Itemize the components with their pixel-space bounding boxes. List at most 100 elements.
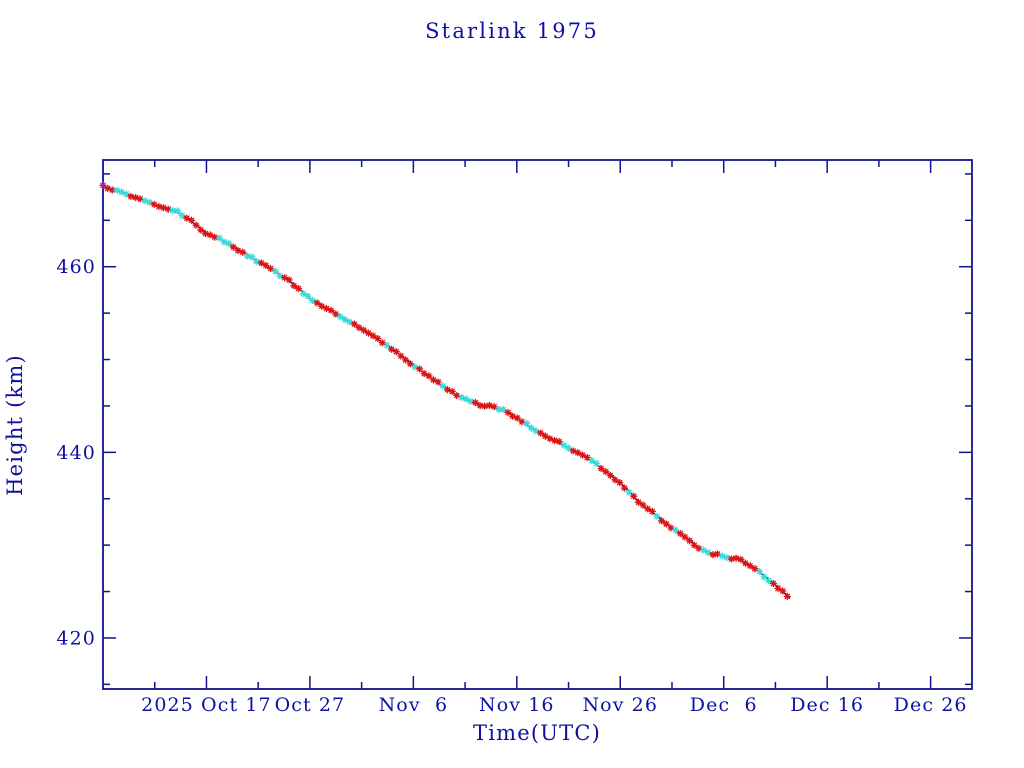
data-marker (425, 372, 433, 380)
x-tick-label: Dec 16 (790, 694, 864, 716)
data-marker (713, 550, 722, 558)
data-marker (169, 206, 177, 215)
data-marker (262, 261, 270, 270)
data-marker (346, 318, 354, 326)
data-marker (364, 329, 373, 337)
data-marker (127, 192, 135, 201)
data-marker (709, 551, 717, 559)
data-marker (271, 267, 279, 275)
data-marker (597, 464, 605, 473)
data-marker (606, 471, 615, 480)
y-tick-label: 460 (56, 256, 96, 278)
data-marker (252, 257, 261, 266)
data-marker (411, 363, 419, 371)
data-marker (304, 292, 312, 300)
data-marker (453, 391, 461, 400)
y-tick-label: 440 (56, 442, 96, 464)
data-marker (257, 259, 265, 267)
chart-title: Starlink 1975 (425, 19, 599, 43)
data-marker (187, 216, 196, 224)
data-marker (150, 200, 158, 209)
data-marker (406, 360, 414, 368)
data-marker (765, 577, 773, 585)
data-marker (779, 587, 787, 595)
data-marker (229, 243, 237, 251)
data-marker (536, 429, 545, 437)
data-marker (136, 195, 144, 203)
data-marker (117, 188, 126, 196)
data-marker (141, 197, 149, 205)
data-marker (648, 507, 656, 516)
data-marker-first (99, 181, 107, 189)
y-tick-labels: 420 440 460 (56, 256, 96, 649)
x-tick-labels: 2025 Oct 17 Oct 27 Nov 6 Nov 16 Nov 26 D… (141, 694, 968, 716)
data-marker (155, 202, 163, 211)
data-marker (341, 316, 349, 324)
data-marker (294, 284, 303, 293)
data-marker (685, 537, 694, 545)
x-tick-label: Nov 26 (582, 694, 658, 716)
data-marker (350, 320, 359, 328)
data-marker (276, 272, 284, 280)
data-marker (634, 498, 643, 506)
data-marker (159, 204, 168, 212)
data-marker (173, 207, 182, 215)
data-marker (625, 488, 633, 496)
data-marker (509, 412, 517, 420)
data-marker (164, 205, 172, 213)
x-tick-label: Nov 16 (479, 694, 555, 716)
data-marker (583, 453, 591, 462)
data-marker (723, 553, 731, 562)
data-marker (462, 395, 470, 403)
data-marker (215, 234, 224, 242)
data-marker (630, 492, 638, 500)
data-marker (122, 190, 130, 198)
data-marker (527, 424, 535, 432)
data-marker (420, 369, 428, 378)
y-axis-title: Height (km) (3, 354, 27, 496)
data-marker (616, 478, 624, 487)
data-marker (225, 239, 233, 247)
data-marker (467, 397, 475, 406)
data-marker (699, 546, 708, 554)
data-marker (620, 484, 629, 492)
data-marker (248, 253, 256, 261)
data-marker (220, 238, 228, 246)
data-marker (592, 459, 601, 468)
data-marker (131, 193, 140, 202)
data-marker (266, 264, 275, 273)
data-marker (564, 444, 573, 452)
data-marker (490, 403, 498, 411)
data-marker (718, 552, 726, 560)
x-tick-label: Dec 6 (690, 694, 758, 716)
data-marker (280, 274, 289, 282)
data-marker (457, 393, 466, 402)
plot-border (102, 159, 973, 690)
data-marker (178, 211, 186, 220)
data-marker (657, 517, 666, 525)
data-marker (401, 356, 410, 364)
data-marker (662, 520, 670, 528)
data-marker (783, 592, 791, 601)
data-marker (755, 567, 764, 576)
data-marker (588, 457, 596, 465)
x-tick-label: Nov 6 (379, 694, 449, 716)
data-marker (481, 402, 489, 410)
data-marker (183, 214, 191, 222)
data-marker (737, 555, 745, 564)
data-marker (439, 382, 447, 390)
data-series (99, 181, 791, 601)
data-marker (574, 449, 582, 457)
data-marker (360, 326, 368, 334)
data-marker (434, 378, 442, 386)
data-marker (611, 476, 619, 484)
data-marker (239, 248, 247, 256)
data-marker (690, 541, 698, 549)
data-marker (769, 579, 778, 588)
x-tick-label: Dec 26 (894, 694, 968, 716)
height-line (102, 185, 791, 599)
data-marker (383, 341, 391, 350)
data-marker (332, 310, 340, 318)
data-marker (285, 276, 293, 284)
